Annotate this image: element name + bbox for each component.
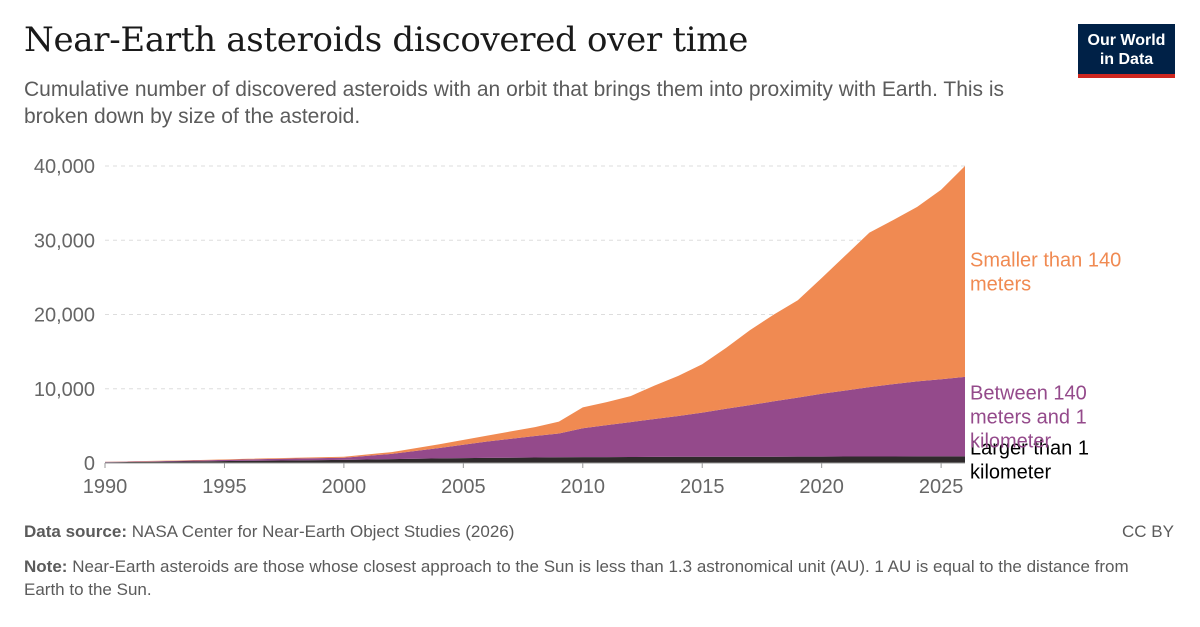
note-text: Near-Earth asteroids are those whose clo… bbox=[24, 557, 1129, 599]
area-series[interactable] bbox=[105, 166, 965, 462]
y-tick-label: 0 bbox=[84, 453, 95, 475]
x-tick-label: 2020 bbox=[799, 476, 844, 498]
note: Note: Near-Earth asteroids are those who… bbox=[24, 555, 1164, 601]
license[interactable]: CC BY bbox=[1122, 522, 1174, 541]
y-tick-label: 40,000 bbox=[34, 156, 95, 178]
chart-title: Near-Earth asteroids discovered over tim… bbox=[24, 20, 749, 60]
logo-line-2: in Data bbox=[1099, 51, 1154, 68]
x-tick-label: 2000 bbox=[322, 476, 367, 498]
x-tick-label: 1990 bbox=[83, 476, 128, 498]
source-label: Data source: bbox=[24, 522, 127, 541]
data-source: Data source: NASA Center for Near-Earth … bbox=[24, 522, 514, 542]
x-tick-label: 2010 bbox=[561, 476, 606, 498]
area-series[interactable] bbox=[105, 376, 965, 463]
area-series[interactable] bbox=[105, 456, 965, 463]
note-label: Note: bbox=[24, 557, 68, 576]
series-label: Larger than 1 kilometer bbox=[970, 438, 1089, 484]
x-tick-label: 1995 bbox=[202, 476, 247, 498]
series-label: Smaller than 140 meters bbox=[970, 249, 1121, 295]
x-tick-label: 2015 bbox=[680, 476, 725, 498]
y-tick-label: 30,000 bbox=[34, 230, 95, 252]
axes: 0 10,000 20,000 30,000 40,000 1990 1995 2000 200… bbox=[34, 156, 965, 498]
logo-line-1: Our World bbox=[1087, 32, 1166, 49]
stacked-areas bbox=[105, 166, 965, 463]
source-text[interactable]: NASA Center for Near-Earth Object Studie… bbox=[131, 522, 515, 541]
owid-logo[interactable]: Our World in Data bbox=[1078, 24, 1175, 78]
series-label: Between 140 meters and 1 kilometer bbox=[970, 383, 1087, 453]
y-tick-label: 20,000 bbox=[34, 305, 95, 327]
chart-subtitle: Cumulative number of discovered asteroid… bbox=[24, 78, 1005, 128]
x-tick-label: 2025 bbox=[919, 476, 964, 498]
y-tick-label: 10,000 bbox=[34, 379, 95, 401]
x-tick-label: 2005 bbox=[441, 476, 486, 498]
